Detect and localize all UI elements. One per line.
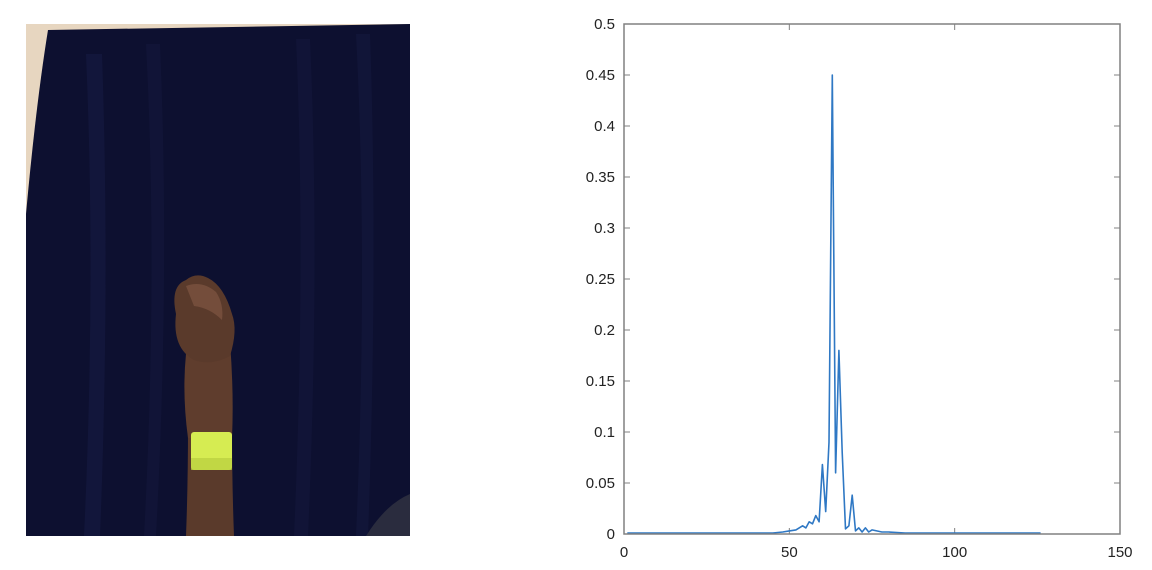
photo-backdrop-fold — [84, 54, 106, 536]
y-tick-label: 0.3 — [594, 220, 615, 237]
plot-frame — [623, 23, 1121, 535]
photo-fist — [174, 275, 235, 363]
y-tick-label: 0.5 — [594, 16, 615, 33]
x-tick-label: 0 — [620, 544, 628, 561]
y-tick-label: 0.35 — [586, 169, 615, 186]
x-tick-label: 150 — [1107, 544, 1132, 561]
photo-floor-shadow — [366, 494, 410, 536]
photo-fist-highlight — [186, 284, 223, 320]
photo-backdrop-curtain — [26, 24, 410, 536]
photo-wristband-shade — [191, 458, 232, 470]
y-tick-label: 0.1 — [594, 424, 615, 441]
x-tick-label: 100 — [942, 544, 967, 561]
photo-backdrop-fold — [294, 39, 315, 536]
photo-backdrop-fold — [144, 44, 165, 536]
photo-wrist — [184, 342, 233, 438]
y-tick-label: 0.2 — [594, 322, 615, 339]
y-tick-label: 0 — [607, 526, 615, 543]
y-tick-label: 0.4 — [594, 118, 615, 135]
series-line — [627, 74, 1041, 534]
y-tick-label: 0.05 — [586, 475, 615, 492]
x-axis: 0 50 100 150 — [620, 24, 1133, 561]
photo-backdrop-fold — [356, 34, 374, 536]
y-tick-label: 0.45 — [586, 67, 615, 84]
y-tick-label: 0.25 — [586, 271, 615, 288]
y-axis: 0 0.05 0.1 0.15 0.2 0.25 0.3 0.35 0.4 0.45 0.5 — [586, 16, 1120, 543]
x-tick-label: 50 — [781, 544, 798, 561]
hand-gesture-photo — [26, 24, 410, 536]
y-tick-label: 0.15 — [586, 373, 615, 390]
